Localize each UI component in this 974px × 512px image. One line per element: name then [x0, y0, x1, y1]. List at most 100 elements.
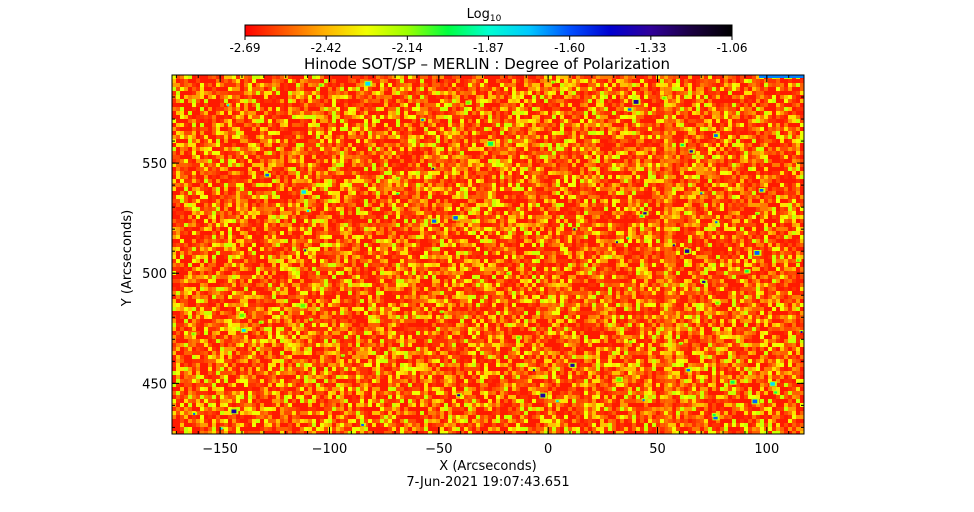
heatmap-cell [280, 115, 284, 119]
heatmap-cell [720, 171, 724, 175]
heatmap-cell [324, 151, 328, 155]
heatmap-cell [576, 103, 580, 107]
heatmap-cell [572, 127, 576, 131]
heatmap-cell [536, 99, 540, 103]
heatmap-cell [296, 191, 300, 195]
heatmap-cell [580, 175, 584, 179]
heatmap-cell [492, 103, 496, 107]
heatmap-cell [260, 215, 264, 219]
heatmap-cell [596, 155, 600, 159]
heatmap-cell [372, 151, 376, 155]
heatmap-cell [540, 83, 544, 87]
heatmap-cell [480, 103, 484, 107]
heatmap-cell [656, 107, 660, 111]
heatmap-cell [476, 187, 480, 191]
heatmap-cell [640, 139, 644, 143]
heatmap-cell [532, 95, 536, 99]
heatmap-cell [232, 103, 236, 107]
heatmap-cell [292, 115, 296, 119]
heatmap-cell [448, 131, 452, 135]
heatmap-cell [256, 115, 260, 119]
heatmap-cell [500, 127, 504, 131]
heatmap-cell [756, 183, 760, 187]
heatmap-cell [416, 147, 420, 151]
heatmap-cell [244, 159, 248, 163]
heatmap-cell [184, 83, 188, 87]
heatmap-cell [564, 119, 568, 123]
heatmap-cell [304, 167, 308, 171]
heatmap-cell [304, 91, 308, 95]
heatmap-cell [688, 127, 692, 131]
heatmap-cell [604, 195, 608, 199]
heatmap-cell [724, 171, 728, 175]
heatmap-cell [740, 191, 744, 195]
heatmap-cell [472, 211, 476, 215]
heatmap-cell [580, 147, 584, 151]
heatmap-cell [672, 115, 676, 119]
heatmap-cell [264, 119, 268, 123]
heatmap-cell [768, 107, 772, 111]
heatmap-cell [640, 187, 644, 191]
heatmap-cell [676, 175, 680, 179]
heatmap-cell [496, 127, 500, 131]
heatmap-cell [260, 167, 264, 171]
heatmap-cell [532, 107, 536, 111]
heatmap-cell [692, 91, 696, 95]
heatmap-cell [704, 87, 708, 91]
heatmap-cell [412, 139, 416, 143]
heatmap-cell [384, 195, 388, 199]
heatmap-cell [576, 135, 580, 139]
heatmap-cell [384, 75, 388, 79]
heatmap-cell [520, 183, 524, 187]
heatmap-cell [600, 95, 604, 99]
heatmap-cell [656, 139, 660, 143]
heatmap-cell [300, 171, 304, 175]
heatmap-cell [252, 187, 256, 191]
heatmap-cell [708, 139, 712, 143]
heatmap-cell [800, 207, 804, 211]
heatmap-cell [740, 147, 744, 151]
heatmap-cell [172, 75, 176, 79]
heatmap-cell [444, 119, 448, 123]
heatmap-cell [296, 155, 300, 159]
heatmap-cell [272, 131, 276, 135]
heatmap-cell [472, 171, 476, 175]
heatmap-cell [240, 119, 244, 123]
heatmap-cell [660, 139, 664, 143]
heatmap-cell [632, 195, 636, 199]
heatmap-cell [396, 211, 400, 215]
heatmap-cell [704, 99, 708, 103]
heatmap-cell [348, 111, 352, 115]
heatmap-cell [596, 79, 600, 83]
heatmap-cell [516, 159, 520, 163]
heatmap-cell [276, 179, 280, 183]
heatmap-cell [528, 103, 532, 107]
heatmap-cell [640, 107, 644, 111]
heatmap-cell [312, 103, 316, 107]
heatmap-cell [784, 87, 788, 91]
heatmap-cell [580, 115, 584, 119]
heatmap-cell [700, 179, 704, 183]
heatmap-cell [240, 175, 244, 179]
heatmap-cell [252, 91, 256, 95]
heatmap-cell [296, 135, 300, 139]
heatmap-cell [604, 167, 608, 171]
heatmap-cell [440, 123, 444, 127]
heatmap-cell [648, 163, 652, 167]
heatmap-cell [660, 211, 664, 215]
heatmap-cell [708, 203, 712, 207]
heatmap-cell [616, 95, 620, 99]
heatmap-cell [552, 143, 556, 147]
heatmap-cell [704, 91, 708, 95]
heatmap-cell [532, 147, 536, 151]
heatmap-cell [304, 79, 308, 83]
heatmap-cell [664, 111, 668, 115]
heatmap-cell [800, 147, 804, 151]
heatmap-cell [408, 79, 412, 83]
heatmap-cell [780, 131, 784, 135]
heatmap-cell [772, 155, 776, 159]
heatmap-cell [376, 135, 380, 139]
heatmap-cell [336, 155, 340, 159]
heatmap-cell [372, 171, 376, 175]
heatmap-cell [524, 151, 528, 155]
